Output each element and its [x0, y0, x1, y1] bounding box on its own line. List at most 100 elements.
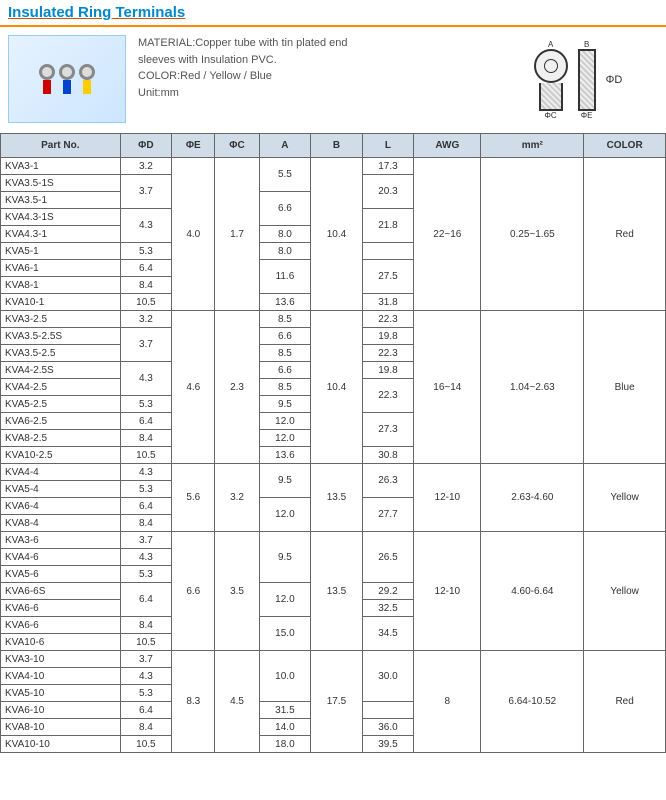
material-text: MATERIAL:Copper tube with tin plated end…: [138, 35, 486, 101]
cell-od: 10.5: [120, 634, 172, 651]
cell-l: 27.7: [362, 498, 414, 532]
cell-l: 27.3: [362, 413, 414, 447]
cell-part: KVA3-2.5: [1, 311, 121, 328]
cell-od: 6.4: [120, 260, 172, 277]
cell-a: 8.5: [259, 379, 311, 396]
cell-od: 6.4: [120, 413, 172, 430]
cell-part: KVA3-1: [1, 158, 121, 175]
spec-table: Part No.ΦDΦEΦCABLAWGmm²COLOR KVA3-13.24.…: [0, 133, 666, 753]
cell-od: 3.7: [120, 651, 172, 668]
cell-l: 21.8: [362, 209, 414, 243]
cell-part: KVA5-10: [1, 685, 121, 702]
cell-b: 17.5: [311, 651, 363, 753]
cell-l: 30.0: [362, 651, 414, 702]
cell-l: 22.3: [362, 379, 414, 413]
cell-l: 36.0: [362, 719, 414, 736]
cell-od: 5.3: [120, 566, 172, 583]
cell-part: KVA6-1: [1, 260, 121, 277]
material-line: COLOR:Red / Yellow / Blue: [138, 68, 486, 85]
cell-part: KVA3.5-2.5S: [1, 328, 121, 345]
cell-l: 19.8: [362, 362, 414, 379]
cell-a: 8.0: [259, 226, 311, 243]
cell-a: 13.6: [259, 294, 311, 311]
cell-oe: 4.6: [172, 311, 215, 464]
cell-od: 8.4: [120, 277, 172, 294]
material-line: sleeves with Insulation PVC.: [138, 52, 486, 69]
table-row: KVA3-2.53.24.62.38.510.422.316~141.04~2.…: [1, 311, 666, 328]
cell-b: 10.4: [311, 311, 363, 464]
table-row: KVA3-63.76.63.59.513.526.512-104.60-6.64…: [1, 532, 666, 549]
cell-od: 10.5: [120, 447, 172, 464]
cell-a: 8.5: [259, 311, 311, 328]
cell-part: KVA10-2.5: [1, 447, 121, 464]
cell-mm2: 4.60-6.64: [481, 532, 584, 651]
cell-od: 6.4: [120, 583, 172, 617]
cell-od: 5.3: [120, 685, 172, 702]
cell-part: KVA3.5-2.5: [1, 345, 121, 362]
cell-a: 13.6: [259, 447, 311, 464]
diagram-label: ΦC: [545, 111, 557, 120]
diagram-label: B: [584, 40, 589, 49]
cell-part: KVA10-10: [1, 736, 121, 753]
cell-oc: 1.7: [215, 158, 259, 311]
cell-part: KVA4.3-1: [1, 226, 121, 243]
cell-oe: 8.3: [172, 651, 215, 753]
cell-od: 3.7: [120, 328, 172, 362]
dimension-diagram: A ΦC B ΦE ΦD: [498, 35, 658, 125]
cell-part: KVA6-4: [1, 498, 121, 515]
cell-part: KVA8-10: [1, 719, 121, 736]
column-header: mm²: [481, 134, 584, 158]
cell-od: 3.2: [120, 311, 172, 328]
product-image: [8, 35, 126, 123]
table-row: KVA3-13.24.01.75.510.417.322~160.25~1.65…: [1, 158, 666, 175]
cell-oc: 3.5: [215, 532, 259, 651]
cell-part: KVA6-10: [1, 702, 121, 719]
cell-part: KVA6-6S: [1, 583, 121, 600]
cell-part: KVA8-4: [1, 515, 121, 532]
cell-awg: 12-10: [414, 464, 481, 532]
cell-a: 12.0: [259, 583, 311, 617]
cell-a: 12.0: [259, 413, 311, 430]
cell-part: KVA10-6: [1, 634, 121, 651]
cell-od: 4.3: [120, 362, 172, 396]
cell-oc: 2.3: [215, 311, 259, 464]
cell-l: 34.5: [362, 617, 414, 651]
cell-part: KVA5-2.5: [1, 396, 121, 413]
cell-a: 6.6: [259, 192, 311, 226]
cell-od: 6.4: [120, 498, 172, 515]
cell-od: 10.5: [120, 294, 172, 311]
cell-b: 10.4: [311, 158, 363, 311]
cell-od: 6.4: [120, 702, 172, 719]
cell-a: 8.0: [259, 243, 311, 260]
cell-part: KVA10-1: [1, 294, 121, 311]
diagram-label: ΦE: [581, 111, 593, 120]
cell-part: KVA5-6: [1, 566, 121, 583]
cell-part: KVA4-2.5: [1, 379, 121, 396]
cell-od: 8.4: [120, 515, 172, 532]
cell-l: 26.5: [362, 532, 414, 583]
cell-awg: 22~16: [414, 158, 481, 311]
material-line: Unit:mm: [138, 85, 486, 102]
table-row: KVA3-103.78.34.510.017.530.086.64-10.52R…: [1, 651, 666, 668]
cell-awg: 16~14: [414, 311, 481, 464]
column-header: ΦD: [120, 134, 172, 158]
cell-part: KVA3.5-1S: [1, 175, 121, 192]
cell-a: 11.6: [259, 260, 311, 294]
cell-a: 9.5: [259, 532, 311, 583]
cell-l: 29.2: [362, 583, 414, 600]
cell-od: 3.7: [120, 175, 172, 209]
cell-od: 3.7: [120, 532, 172, 549]
cell-od: 5.3: [120, 481, 172, 498]
cell-a: 10.0: [259, 651, 311, 702]
cell-od: 5.3: [120, 243, 172, 260]
cell-a: 18.0: [259, 736, 311, 753]
cell-l: 22.3: [362, 345, 414, 362]
column-header: COLOR: [584, 134, 666, 158]
column-header: A: [259, 134, 311, 158]
cell-oe: 6.6: [172, 532, 215, 651]
diagram-label: ΦD: [606, 74, 623, 86]
cell-part: KVA3.5-1: [1, 192, 121, 209]
cell-a: 6.6: [259, 328, 311, 345]
cell-color: Red: [584, 651, 666, 753]
cell-od: 4.3: [120, 464, 172, 481]
